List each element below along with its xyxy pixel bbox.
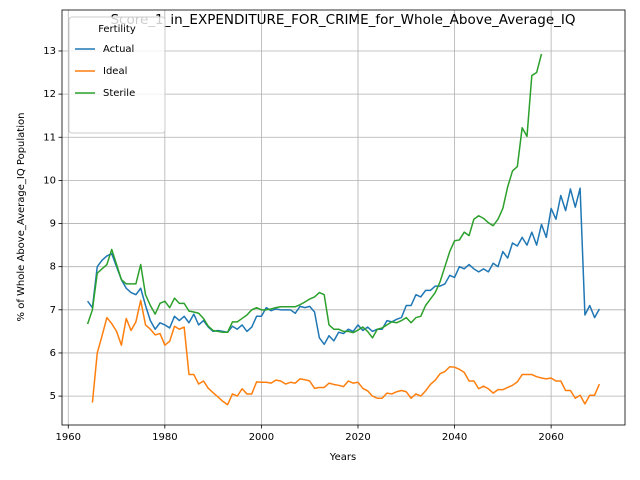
x-tick-label: 2060 — [538, 432, 563, 443]
legend-box — [68, 16, 166, 134]
legend-label: Sterile — [103, 88, 135, 99]
y-tick-label: 5 — [50, 391, 56, 402]
legend: Fertility Actual Ideal Sterile — [68, 16, 166, 134]
y-tick-label: 6 — [50, 348, 56, 359]
chart-title: Score_1_in_EXPENDITURE_FOR_CRIME_for_Who… — [110, 12, 575, 28]
x-tick-label: 1960 — [56, 432, 81, 443]
line-series — [86, 53, 543, 339]
y-tick-label: 10 — [43, 175, 56, 186]
y-tick-label: 9 — [50, 219, 56, 230]
x-tick-label: 1980 — [152, 432, 177, 443]
legend-title: Fertility — [98, 24, 136, 35]
y-tick-label: 12 — [43, 89, 56, 100]
x-tick-label: 2020 — [345, 432, 370, 443]
grid — [62, 10, 625, 425]
y-tick-label: 13 — [43, 46, 56, 57]
x-tick-label: 2000 — [249, 432, 274, 443]
legend-label: Actual — [103, 44, 134, 55]
y-tick-label: 11 — [43, 132, 56, 143]
y-tick-label: 7 — [50, 305, 56, 316]
axes: 1960 1980 2000 2020 2040 2060 5 6 7 8 9 10 11 12 13 — [43, 46, 564, 443]
line-series — [91, 299, 601, 406]
y-axis-label: % of Whole Above_Average_IQ Population — [16, 113, 27, 322]
y-tick-label: 8 — [50, 262, 56, 273]
lines — [86, 53, 601, 406]
plot-frame — [61, 9, 626, 426]
legend-label: Ideal — [103, 66, 127, 77]
x-axis-label: Years — [329, 452, 356, 463]
x-tick-label: 2040 — [442, 432, 467, 443]
line-series — [86, 187, 601, 346]
